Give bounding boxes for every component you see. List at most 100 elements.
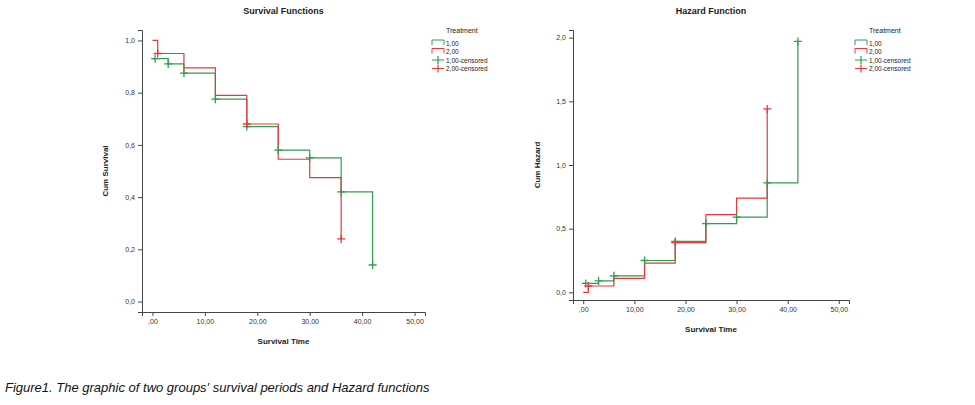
legend-swatch <box>432 56 444 64</box>
legend-item: 2,00-censored <box>432 65 488 73</box>
censored-marker <box>671 239 679 247</box>
legend: Treatment1,002,001,00-censored2,00-censo… <box>855 27 911 73</box>
y-tick: 0,2 <box>125 246 142 253</box>
x-tick-mark <box>205 312 206 316</box>
censored-marker <box>306 154 314 162</box>
y-axis-line <box>138 31 143 313</box>
x-axis-title: Survival Time <box>258 337 310 346</box>
x-tick-label: 10,00 <box>626 306 644 313</box>
y-tick: 1,5 <box>556 98 573 105</box>
censored-marker <box>702 220 710 228</box>
y-tick-label: 1,0 <box>556 162 566 169</box>
survival-step-line <box>583 41 798 283</box>
y-tick-mark <box>569 101 573 102</box>
legend-swatch <box>432 40 444 45</box>
y-tick-label: 2,0 <box>556 34 566 41</box>
censored-marker <box>641 257 649 265</box>
y-axis-title: Cum Survival <box>101 145 110 196</box>
legend-swatch <box>432 49 444 54</box>
legend-item: 2,00-censored <box>855 65 911 73</box>
y-tick: 0,0 <box>556 289 573 296</box>
legend-swatch <box>855 40 867 45</box>
x-tick-label: 30,00 <box>728 306 746 313</box>
y-tick-mark <box>138 145 142 146</box>
x-tick-label: 20,00 <box>249 318 267 325</box>
x-tick-label: 40,00 <box>354 318 372 325</box>
x-tick: 20,00 <box>677 300 695 313</box>
x-tick-mark <box>737 300 738 304</box>
survival-step-line <box>152 40 341 238</box>
censored-marker <box>274 146 282 154</box>
censored-marker <box>337 188 345 196</box>
legend-label: 2,00 <box>446 48 459 55</box>
censored-marker <box>610 272 618 280</box>
x-tick-mark <box>839 300 840 304</box>
x-tick: 30,00 <box>728 300 746 313</box>
y-tick-label: 0,4 <box>125 194 135 201</box>
censored-marker <box>211 95 219 103</box>
y-tick: 0,0 <box>125 298 142 305</box>
y-tick-mark <box>138 40 142 41</box>
legend-label: 2,00-censored <box>869 65 911 72</box>
x-tick-mark <box>310 312 311 316</box>
censored-marker <box>763 179 771 187</box>
legend-title: Treatment <box>869 27 901 34</box>
censored-marker <box>794 37 802 45</box>
x-tick-mark <box>152 312 153 316</box>
y-tick-mark <box>569 292 573 293</box>
legend-title: Treatment <box>446 27 478 34</box>
title: Survival Functions <box>243 6 324 16</box>
plot-area <box>582 37 802 292</box>
x-tick: 30,00 <box>301 312 319 325</box>
censored-marker <box>595 277 603 285</box>
y-tick: 0,4 <box>125 194 142 201</box>
legend-swatch <box>855 65 867 73</box>
x-tick-mark <box>257 312 258 316</box>
y-tick-mark <box>138 302 142 303</box>
y-axis-line <box>569 31 574 301</box>
x-tick: ,00 <box>148 312 158 325</box>
y-tick: 1,0 <box>125 37 142 44</box>
x-tick-label: 40,00 <box>779 306 797 313</box>
legend-label: 1,00 <box>869 40 882 47</box>
y-tick-label: 0,6 <box>125 142 135 149</box>
censored-marker <box>180 69 188 77</box>
y-axis: 0,0 0,5 1,0 1,5 2,0 <box>556 31 573 301</box>
legend-item: 1,00 <box>432 40 459 47</box>
x-tick-label: ,00 <box>579 306 589 313</box>
censored-marker <box>763 105 771 113</box>
y-tick-label: 0,2 <box>125 246 135 253</box>
x-tick-mark <box>634 300 635 304</box>
x-axis: ,00 10,00 20,00 30,00 40,00 50,00 <box>143 312 426 325</box>
x-tick: 10,00 <box>626 300 644 313</box>
y-tick: 0,5 <box>556 225 573 232</box>
x-tick-label: 20,00 <box>677 306 695 313</box>
y-tick-label: 1,5 <box>556 98 566 105</box>
panel: Hazard Function ,00 10,00 20,00 30,00 40,00 50… <box>533 6 911 334</box>
x-tick: 40,00 <box>354 312 372 325</box>
censored-marker <box>369 261 377 269</box>
x-axis-line <box>574 301 850 305</box>
y-tick-label: 0,0 <box>556 289 566 296</box>
x-axis: ,00 10,00 20,00 30,00 40,00 50,00 <box>574 300 850 313</box>
y-tick: 0,8 <box>125 89 142 96</box>
x-tick: 50,00 <box>406 312 424 325</box>
x-tick: ,00 <box>579 300 589 313</box>
censored-marker <box>164 60 172 68</box>
x-tick-label: 50,00 <box>406 318 424 325</box>
x-tick-label: 10,00 <box>197 318 215 325</box>
legend-swatch <box>432 65 444 73</box>
title: Hazard Function <box>676 6 747 16</box>
survival-step-line <box>583 109 767 292</box>
caption: Figure1. The graphic of two groups' surv… <box>5 380 430 395</box>
y-tick-mark <box>138 93 142 94</box>
legend: Treatment1,002,001,00-censored2,00-censo… <box>432 27 488 73</box>
y-tick-label: 0,0 <box>125 298 135 305</box>
legend-swatch <box>855 49 867 54</box>
x-tick: 20,00 <box>249 312 267 325</box>
x-axis-title: Survival Time <box>685 325 737 334</box>
legend-item: 2,00 <box>432 48 459 55</box>
x-tick: 50,00 <box>831 300 849 313</box>
x-tick: 10,00 <box>197 312 215 325</box>
y-tick-label: 0,8 <box>125 89 135 96</box>
